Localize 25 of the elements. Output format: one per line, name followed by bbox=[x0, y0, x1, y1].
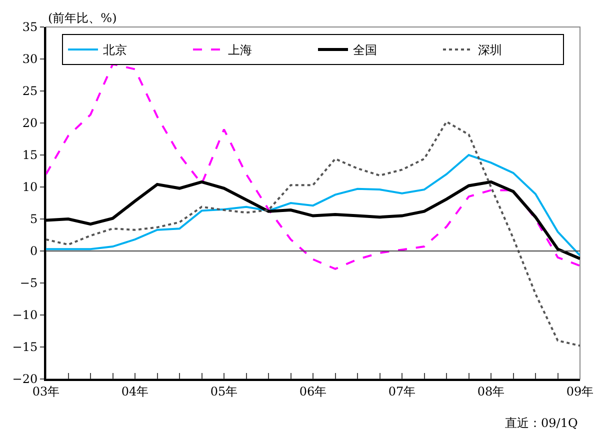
legend-label: 北京 bbox=[103, 43, 127, 58]
y-tick-label: 35 bbox=[22, 20, 38, 34]
y-tick-label: 30 bbox=[22, 52, 38, 66]
y-tick-label: 10 bbox=[22, 180, 38, 194]
text: 直近：09/1Q bbox=[505, 416, 578, 430]
y-tick-label: −10 bbox=[12, 308, 38, 322]
y-tick-label: 20 bbox=[22, 116, 38, 130]
x-tick-label: 08年 bbox=[477, 384, 505, 398]
y-tick-label: −15 bbox=[12, 340, 38, 354]
legend-label: 上海 bbox=[228, 43, 252, 58]
y-tick-label: 25 bbox=[22, 84, 38, 98]
x-tick-label: 09年 bbox=[566, 384, 594, 398]
x-tick-label: 06年 bbox=[299, 384, 327, 398]
x-tick-label: 03年 bbox=[32, 384, 60, 398]
x-tick-label: 04年 bbox=[121, 384, 149, 398]
legend-label: 深圳 bbox=[478, 43, 502, 58]
y-tick-label: 0 bbox=[30, 244, 38, 258]
y-axis-title: (前年比、%) bbox=[48, 11, 117, 25]
y-tick-label: 15 bbox=[22, 148, 38, 162]
y-tick-label: 5 bbox=[30, 212, 38, 226]
y-tick-label: −5 bbox=[20, 276, 38, 290]
x-tick-label: 05年 bbox=[210, 384, 238, 398]
y-tick-label: −20 bbox=[12, 372, 38, 386]
legend-label: 全国 bbox=[353, 43, 377, 58]
x-tick-label: 07年 bbox=[388, 384, 416, 398]
